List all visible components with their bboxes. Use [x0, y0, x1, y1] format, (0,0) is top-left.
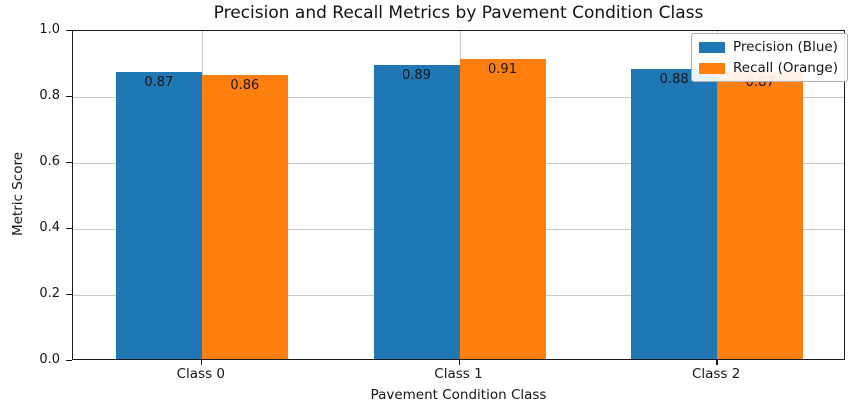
y-tick-mark [66, 360, 72, 362]
bar-precision-class0: 0.87 [115, 71, 202, 359]
legend-swatch [699, 62, 726, 74]
y-tick-label: 0.4 [39, 220, 60, 235]
y-tick-label: 0.6 [39, 154, 60, 169]
y-tick-mark [66, 30, 72, 32]
y-tick-mark [66, 294, 72, 296]
y-axis-label: Metric Score [10, 151, 26, 237]
bar-recall-class0: 0.86 [201, 75, 288, 359]
legend-label: Recall (Orange) [733, 60, 838, 76]
x-axis-label: Pavement Condition Class [370, 387, 547, 403]
bar-precision-class1: 0.89 [373, 65, 460, 359]
x-tick-mark [458, 360, 460, 365]
legend-item: Precision (Blue) [699, 39, 838, 55]
bar-value-label: 0.86 [230, 78, 260, 94]
y-tick-label: 1.0 [39, 22, 60, 37]
bar-recall-class1: 0.91 [459, 58, 546, 359]
x-tick-label: Class 2 [691, 366, 741, 382]
x-tick-label: Class 0 [176, 366, 226, 382]
x-tick-label: Class 1 [434, 366, 483, 382]
y-tick-mark [66, 96, 72, 98]
legend-item: Recall (Orange) [699, 60, 838, 76]
chart-title: Precision and Recall Metrics by Pavement… [213, 3, 704, 23]
bar-value-label: 0.89 [402, 68, 431, 84]
x-tick-mark [716, 360, 718, 365]
y-tick-label: 0.0 [39, 352, 60, 367]
y-tick-mark [66, 228, 72, 230]
y-tick-label: 0.8 [39, 88, 60, 103]
bar-precision-class2: 0.88 [631, 68, 718, 359]
y-tick-mark [66, 162, 72, 164]
bar-value-label: 0.88 [659, 71, 689, 87]
bar-value-label: 0.87 [144, 74, 174, 90]
legend-label: Precision (Blue) [733, 39, 838, 55]
bar-recall-class2: 0.87 [717, 71, 804, 359]
y-tick-label: 0.2 [39, 286, 60, 301]
x-tick-mark [200, 360, 203, 365]
plot-area: 0.87 0.89 0.88 0.86 0.91 0.87 [72, 30, 845, 360]
legend: Precision (Blue) Recall (Orange) [691, 33, 848, 82]
legend-swatch [699, 41, 726, 53]
bar-value-label: 0.91 [488, 61, 517, 77]
